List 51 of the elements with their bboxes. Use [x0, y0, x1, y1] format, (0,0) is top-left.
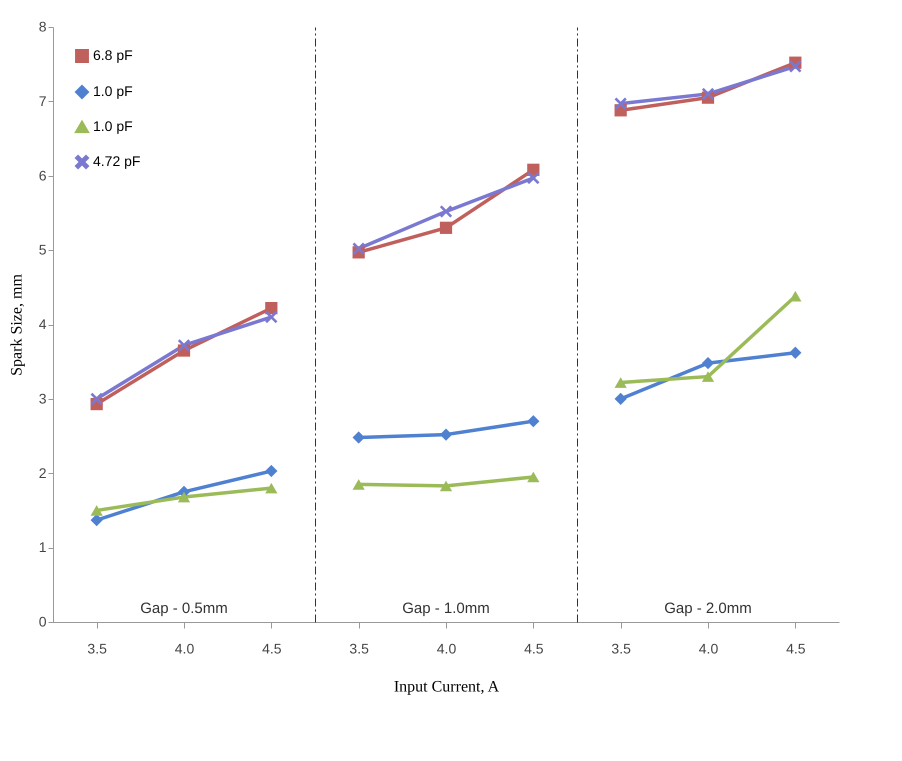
- point: [265, 310, 278, 324]
- point: [614, 97, 627, 110]
- point: [789, 60, 802, 73]
- x-tick-label: 4.5: [786, 640, 806, 656]
- x-axis-title: Input Current, A: [394, 678, 500, 696]
- point: [352, 431, 365, 444]
- x-tick-label: 3.5: [349, 640, 370, 656]
- y-tick-label: 2: [38, 464, 47, 481]
- point: [265, 482, 278, 494]
- point: [90, 392, 103, 405]
- legend-label: 6.8 pF: [93, 47, 133, 63]
- point: [614, 377, 627, 388]
- x-tick-label: 3.5: [87, 640, 108, 656]
- y-tick-label: 0: [38, 614, 47, 630]
- legend-label: 1.0 pF: [93, 83, 133, 99]
- annotation: Gap - 1.0mm: [402, 600, 490, 617]
- point: [440, 480, 452, 492]
- point: [702, 371, 714, 382]
- y-tick-label: 8: [38, 18, 47, 34]
- annotation: Gap - 2.0mm: [664, 600, 752, 617]
- point: [527, 172, 540, 184]
- point: [178, 339, 190, 352]
- point: [90, 505, 103, 516]
- legend-label: 4.72 pF: [93, 153, 140, 169]
- point: [352, 242, 365, 255]
- annotation: Gap - 0.5mm: [140, 600, 228, 617]
- point: [440, 222, 452, 234]
- x-tick-label: 3.5: [611, 640, 632, 656]
- x-tick-label: 4.5: [262, 640, 282, 656]
- point: [702, 357, 714, 370]
- x-tick-label: 4.0: [174, 640, 194, 656]
- y-tick-label: 1: [38, 539, 47, 556]
- y-tick-label: 7: [38, 92, 47, 109]
- y-axis-title: Spark Size, mm: [8, 274, 26, 376]
- point: [702, 88, 714, 100]
- y-tick-label: 4: [38, 316, 47, 332]
- x-tick-label: 4.0: [436, 640, 456, 656]
- point: [178, 492, 190, 502]
- point: [527, 472, 540, 482]
- point: [440, 205, 452, 218]
- x-tick-label: 4.5: [524, 640, 544, 656]
- y-tick-label: 3: [38, 390, 47, 406]
- point: [352, 479, 365, 490]
- y-tick-label: 6: [38, 167, 47, 184]
- y-tick-label: 5: [38, 242, 47, 258]
- point: [265, 464, 278, 478]
- x-tick-label: 4.0: [698, 640, 718, 656]
- point: [527, 415, 540, 428]
- legend-label: 1.0 pF: [93, 118, 133, 134]
- point: [614, 392, 627, 405]
- point: [789, 346, 802, 359]
